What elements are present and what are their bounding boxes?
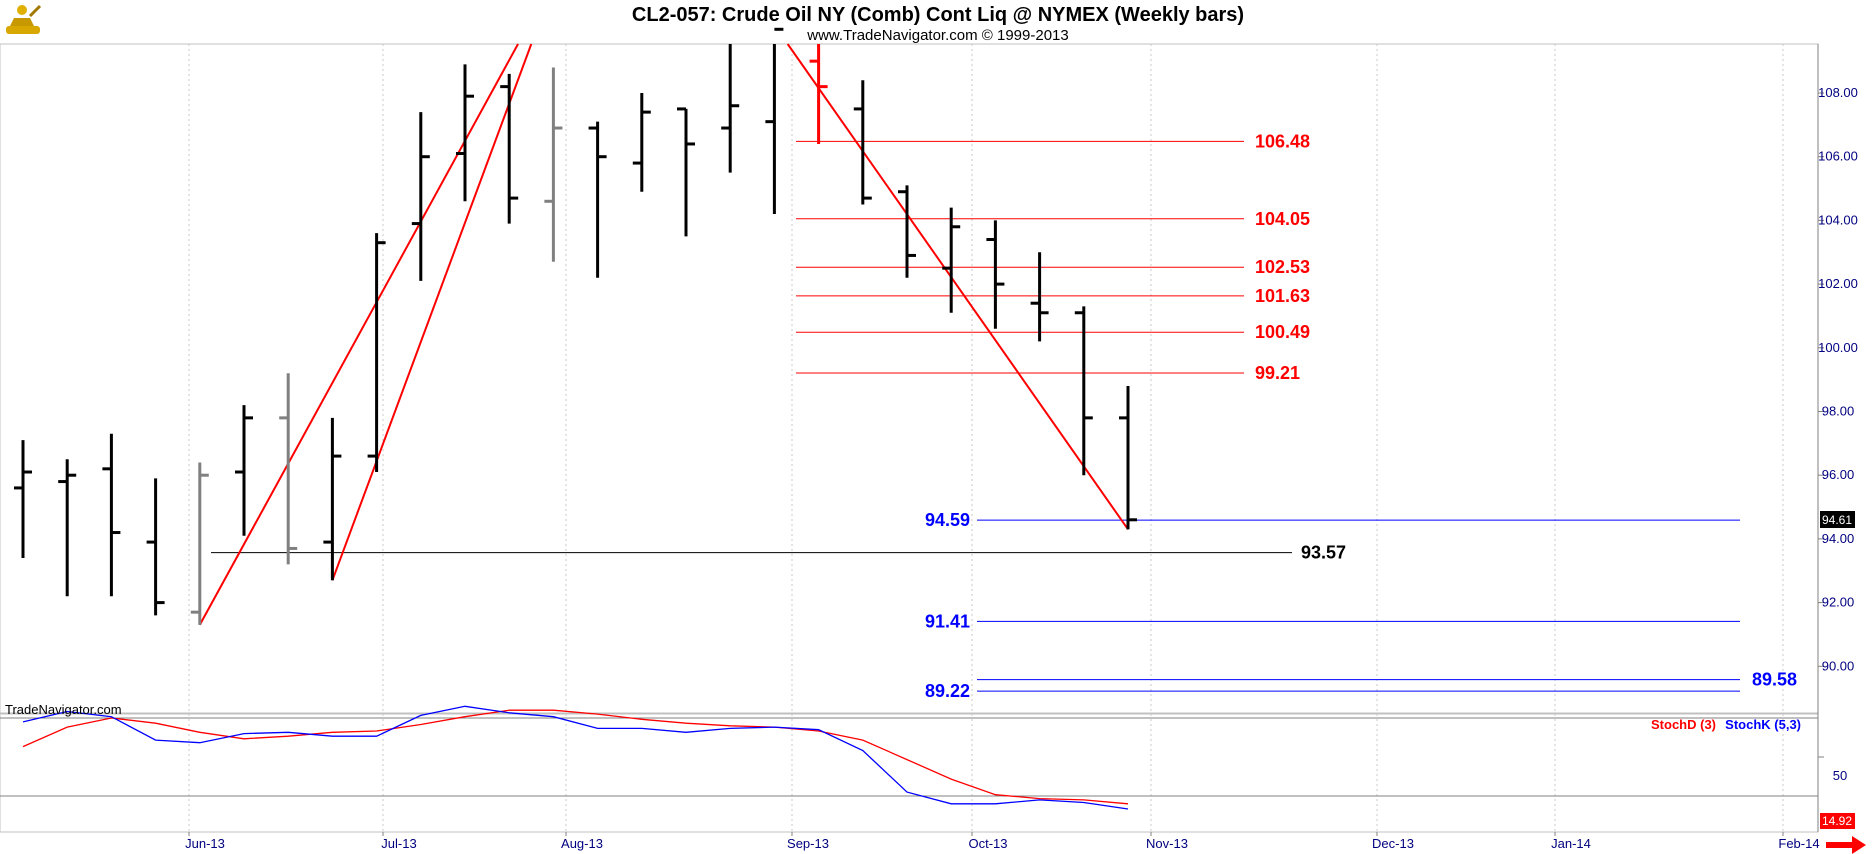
x-tick-label: Aug-13 bbox=[561, 836, 603, 851]
ohlc-bar bbox=[456, 64, 474, 202]
chart-subtitle: www.TradeNavigator.com © 1999-2013 bbox=[806, 27, 1068, 44]
red-level-label: 101.63 bbox=[1255, 286, 1310, 306]
y-tick-label: 92.00 bbox=[1822, 595, 1855, 610]
ohlc-bar bbox=[809, 44, 828, 144]
ohlc-bar bbox=[765, 27, 784, 215]
ohlc-bar bbox=[544, 67, 563, 262]
blue-level-label: 91.41 bbox=[925, 611, 970, 631]
logo-icon bbox=[6, 4, 42, 34]
y-tick-label: 98.00 bbox=[1822, 404, 1855, 419]
ohlc-bar bbox=[367, 233, 386, 473]
y-tick-label: 90.00 bbox=[1822, 658, 1855, 673]
x-tick-label: Dec-13 bbox=[1372, 836, 1414, 851]
ohlc-bar bbox=[14, 440, 32, 559]
ohlc-bar bbox=[58, 459, 77, 597]
last-price-label: 94.61 bbox=[1822, 513, 1852, 527]
stochastic-indicator bbox=[0, 705, 1824, 810]
blue-level-label: 89.58 bbox=[1752, 670, 1797, 690]
ohlc-bar bbox=[323, 417, 342, 581]
y-tick-label: 100.00 bbox=[1818, 340, 1858, 355]
ohlc-bar bbox=[1030, 252, 1049, 342]
x-tick-label: Jul-13 bbox=[381, 836, 416, 851]
y-tick-label: 106.00 bbox=[1818, 149, 1858, 164]
indicator-panel-frame bbox=[0, 713, 1819, 833]
ohlc-bar bbox=[942, 207, 961, 313]
ohlc-bar bbox=[588, 121, 607, 278]
ohlc-bar bbox=[146, 478, 165, 616]
ohlc-bar bbox=[411, 112, 430, 281]
red-level-label: 104.05 bbox=[1255, 209, 1310, 229]
y-tick-label: 104.00 bbox=[1818, 212, 1858, 227]
indicator-last-badge bbox=[1820, 813, 1855, 829]
red-level-label: 100.49 bbox=[1255, 322, 1310, 342]
stoch-d-line bbox=[22, 709, 1129, 805]
ohlc-bar bbox=[279, 373, 298, 565]
price-panel-frame bbox=[0, 43, 1819, 714]
ohlc-bar bbox=[677, 107, 695, 237]
black-level-label: 93.57 bbox=[1301, 543, 1346, 563]
ohlc-bars bbox=[14, 27, 1137, 625]
y-axis: 108.00 106.00 104.00 102.00 100.00 98.00 96.00… bbox=[1818, 85, 1858, 673]
red-level-label: 102.53 bbox=[1255, 257, 1310, 277]
ohlc-bar bbox=[898, 185, 916, 278]
x-tick-label: Nov-13 bbox=[1146, 836, 1188, 851]
y-tick-label: 94.00 bbox=[1822, 531, 1855, 546]
red-arrow-right-icon[interactable] bbox=[1826, 836, 1866, 854]
ohlc-bar bbox=[853, 80, 872, 205]
last-price-badge bbox=[1820, 511, 1855, 528]
legend-stoch-k: StochK (5,3) bbox=[1725, 717, 1801, 732]
ohlc-bar bbox=[721, 44, 740, 173]
x-tick-label: Jan-14 bbox=[1551, 836, 1591, 851]
trendlines bbox=[198, 43, 1129, 626]
trendline bbox=[331, 43, 533, 581]
red-level-label: 106.48 bbox=[1255, 131, 1310, 151]
x-tick-label: Sep-13 bbox=[787, 836, 829, 851]
price-levels: 106.48 104.05 102.53 101.63 100.49 99.21 94.59… bbox=[211, 131, 1797, 701]
trendline bbox=[198, 43, 519, 626]
x-axis: Jun-13 Jul-13 Aug-13 Sep-13 Oct-13 Nov-13 Dec-… bbox=[185, 832, 1820, 851]
chart-title: CL2-057: Crude Oil NY (Comb) Cont Liq @ … bbox=[632, 4, 1244, 26]
indicator-last-label: 14.92 bbox=[1822, 814, 1852, 828]
ohlc-bar bbox=[235, 405, 253, 536]
y-tick-label: 96.00 bbox=[1822, 467, 1855, 482]
x-tick-label: Oct-13 bbox=[968, 836, 1007, 851]
blue-level-label: 94.59 bbox=[925, 510, 970, 530]
blue-level-label: 89.22 bbox=[925, 681, 970, 701]
indicator-y-tick: 50 bbox=[1833, 768, 1847, 783]
x-tick-label: Feb-14 bbox=[1778, 836, 1819, 851]
ohlc-bar bbox=[190, 462, 209, 625]
stoch-k-line bbox=[22, 705, 1129, 810]
y-tick-label: 108.00 bbox=[1818, 85, 1858, 100]
ohlc-bar bbox=[102, 433, 121, 597]
ohlc-bar bbox=[1119, 386, 1137, 530]
grid bbox=[188, 44, 1784, 832]
red-level-label: 99.21 bbox=[1255, 363, 1300, 383]
watermark: TradeNavigator.com bbox=[5, 702, 122, 717]
ohlc-bar bbox=[632, 93, 651, 192]
legend-stoch-d: StochD (3) bbox=[1651, 717, 1716, 732]
ohlc-bar bbox=[1074, 306, 1093, 476]
trendline bbox=[786, 43, 1129, 530]
y-tick-label: 102.00 bbox=[1818, 276, 1858, 291]
x-tick-label: Jun-13 bbox=[185, 836, 225, 851]
ohlc-bar bbox=[500, 73, 519, 224]
ohlc-bar bbox=[986, 220, 1005, 329]
